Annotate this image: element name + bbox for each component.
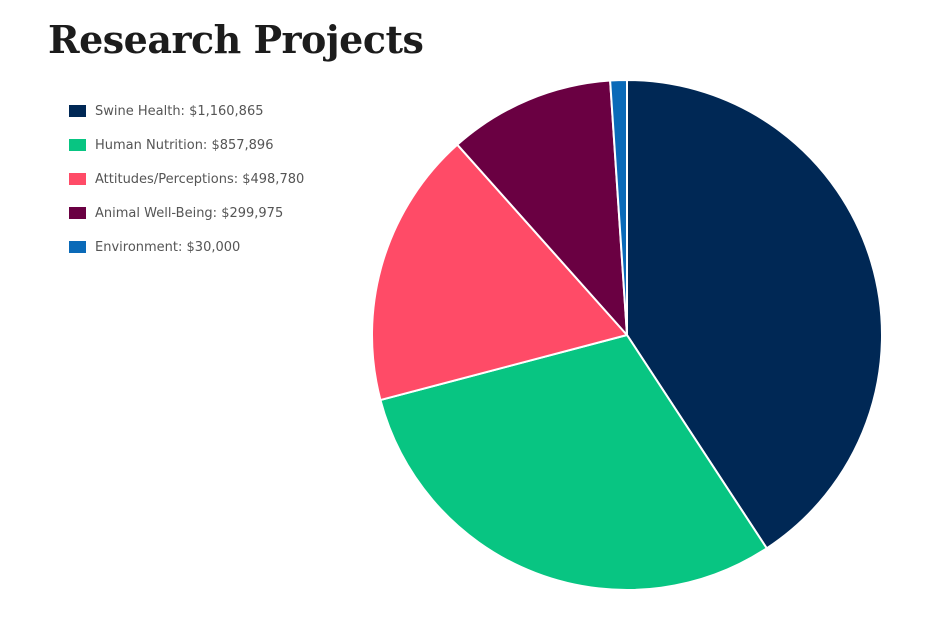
chart-legend: Swine Health: $1,160,865 Human Nutrition…	[69, 94, 304, 264]
legend-swatch	[69, 173, 86, 185]
legend-swatch	[69, 139, 86, 151]
pie-slice-attitudes-perceptions[interactable]	[371, 143, 628, 402]
legend-swatch	[69, 241, 86, 253]
legend-swatch	[69, 207, 86, 219]
pie-slice-human-nutrition[interactable]	[379, 334, 768, 591]
legend-item-human-nutrition[interactable]: Human Nutrition: $857,896	[69, 128, 304, 162]
legend-item-animal-well-being[interactable]: Animal Well-Being: $299,975	[69, 196, 304, 230]
legend-item-attitudes-perceptions[interactable]: Attitudes/Perceptions: $498,780	[69, 162, 304, 196]
pie-slice-animal-well-being[interactable]	[456, 79, 628, 336]
legend-label: Swine Health: $1,160,865	[95, 103, 264, 119]
legend-label: Animal Well-Being: $299,975	[95, 205, 284, 221]
legend-item-swine-health[interactable]: Swine Health: $1,160,865	[69, 94, 304, 128]
legend-label: Environment: $30,000	[95, 239, 241, 255]
pie-slices	[371, 79, 883, 591]
pie-slice-environment[interactable]	[609, 79, 628, 336]
legend-item-environment[interactable]: Environment: $30,000	[69, 230, 304, 264]
legend-swatch	[69, 105, 86, 117]
legend-label: Human Nutrition: $857,896	[95, 137, 274, 153]
legend-label: Attitudes/Perceptions: $498,780	[95, 171, 305, 187]
page-title: Research Projects	[48, 17, 424, 62]
